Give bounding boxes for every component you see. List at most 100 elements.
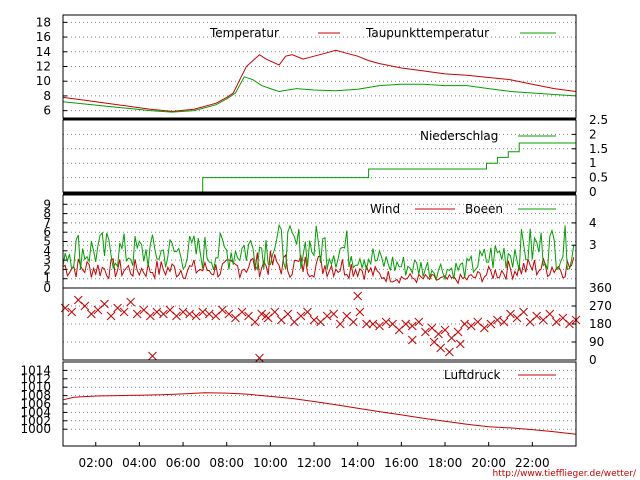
wind-direction-point	[414, 317, 424, 327]
left-tick-label: 2	[43, 262, 51, 276]
legend-label: Niederschlag	[420, 129, 498, 143]
wind-direction-point	[283, 309, 293, 319]
wind-direction-point	[100, 299, 109, 309]
niederschlag-line	[63, 142, 576, 193]
right-tick-label: 90	[589, 335, 604, 349]
wind-direction-point	[255, 353, 264, 363]
left-tick-label: 5	[43, 235, 51, 249]
left-tick-label: 8	[43, 207, 51, 221]
wind-direction-point	[303, 307, 312, 317]
wind-direction-point	[353, 291, 363, 301]
wind-direction-point	[466, 321, 476, 331]
wind-direction-point	[113, 303, 122, 313]
boeen-line	[62, 223, 575, 282]
wind-direction-point	[237, 307, 247, 317]
data-layer	[60, 49, 581, 435]
x-tick-label: 04:00	[122, 456, 157, 470]
wind-direction-point	[493, 315, 502, 325]
x-tick-label: 08:00	[209, 456, 244, 470]
frame-layer	[62, 14, 577, 447]
wind-direction-point	[270, 307, 280, 317]
wind-direction-point	[329, 309, 339, 319]
left-tick-label: 1	[43, 272, 51, 286]
left-tick-label: 6	[43, 225, 51, 239]
left-tick-label: 1012	[20, 372, 51, 386]
left-tick-label: 12	[36, 60, 51, 74]
wind-direction-point	[172, 311, 181, 321]
wind-direction-point	[429, 337, 439, 347]
left-tick-label: 1000	[20, 422, 51, 436]
right-tick-label: 2.5	[589, 113, 608, 127]
wind-direction-point	[322, 311, 332, 321]
wind-direction-point	[545, 309, 555, 319]
wind-direction-point	[178, 307, 188, 317]
credit-link[interactable]: http://www.tiefflieger.de/wetter/	[493, 469, 637, 479]
x-tick-label: 02:00	[78, 456, 113, 470]
x-tick-label: 16:00	[384, 456, 419, 470]
left-tick-label: 10	[36, 74, 51, 88]
wind-direction-point	[250, 317, 260, 327]
wind-direction-point	[119, 307, 129, 317]
wind-direction-point	[152, 307, 162, 317]
wind-direction-point	[407, 335, 417, 345]
wind-direction-point	[257, 309, 267, 319]
x-tick-label: 06:00	[166, 456, 201, 470]
wind-direction-point	[218, 305, 227, 315]
right-tick-label: 2	[589, 127, 597, 141]
legend-label: Luftdruck	[444, 368, 501, 382]
x-tick-label: 12:00	[297, 456, 332, 470]
panel-frame	[62, 287, 577, 361]
wind-direction-point	[224, 309, 234, 319]
wind-direction-point	[191, 311, 201, 321]
left-tick-label: 16	[36, 30, 51, 44]
legend-label: Boeen	[465, 202, 503, 216]
right-tick-label: 0	[589, 353, 597, 367]
wind-direction-point	[519, 307, 528, 317]
right-tick-label: 360	[589, 281, 612, 295]
wind-direction-point	[204, 309, 214, 319]
x-tick-label: 18:00	[428, 456, 463, 470]
wind-direction-point	[368, 319, 378, 329]
wind-direction-point	[565, 319, 574, 329]
wind-direction-point	[479, 323, 489, 333]
wind-direction-point	[159, 309, 168, 319]
wind-direction-point	[296, 311, 306, 321]
wind-direction-point	[453, 327, 463, 337]
left-tick-label: 6	[43, 104, 51, 118]
panel-frame	[62, 119, 577, 193]
wind-direction-point	[148, 351, 157, 361]
wind-direction-point	[455, 339, 465, 349]
wind-direction-point	[486, 319, 496, 329]
left-tick-label: 3	[43, 253, 51, 267]
left-tick-label: 1008	[20, 389, 51, 403]
left-tick-label: 9	[43, 197, 51, 211]
wind-direction-point	[460, 319, 470, 329]
wind-direction-point	[185, 309, 194, 319]
wind-direction-point	[355, 307, 365, 317]
wind-direction-point	[261, 311, 271, 321]
x-tick-label: 20:00	[471, 456, 506, 470]
wind-direction-point	[126, 297, 136, 307]
taupunkttemperatur-line	[62, 76, 577, 113]
right-tick-label: 1	[589, 156, 597, 170]
wind-direction-point	[335, 319, 345, 329]
wind-direction-point	[145, 311, 155, 321]
wind-direction-point	[445, 347, 454, 357]
wind-direction-point	[80, 301, 90, 311]
legend-label: Taupunkttemperatur	[365, 26, 489, 40]
right-tick-label: 0.5	[589, 171, 608, 185]
wind-direction-point	[407, 321, 417, 331]
left-tick-label: 1006	[20, 397, 51, 411]
wind-direction-point	[532, 311, 542, 321]
right-tick-label: 3	[589, 238, 597, 252]
wind-direction-point	[440, 325, 450, 335]
wind-direction-point	[87, 309, 96, 319]
left-tick-label: 1014	[20, 363, 51, 377]
wind-direction-point	[132, 309, 142, 319]
wind-direction-point	[434, 329, 443, 339]
temperatur-line	[62, 49, 577, 112]
left-tick-label: 1002	[20, 414, 51, 428]
left-tick-label: 0	[43, 281, 51, 295]
